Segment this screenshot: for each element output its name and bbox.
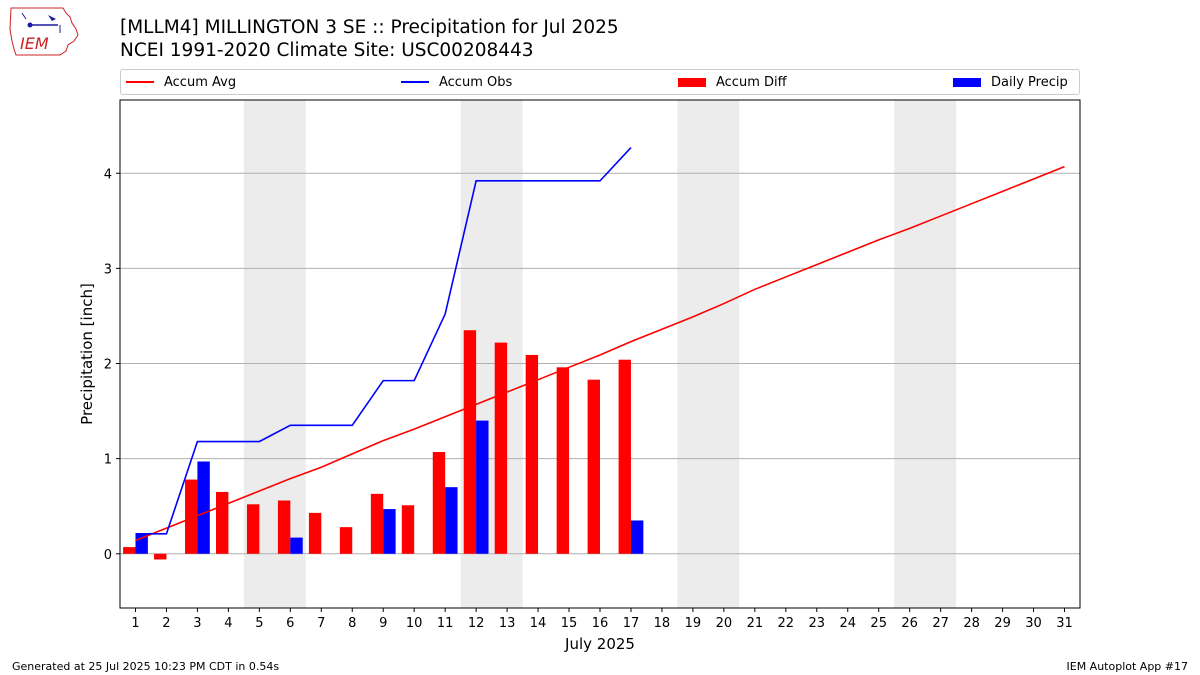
legend-item-accum-obs: Accum Obs bbox=[401, 70, 512, 94]
legend-swatch-accum-avg bbox=[126, 81, 154, 83]
chart-title: [MLLM4] MILLINGTON 3 SE :: Precipitation… bbox=[120, 17, 619, 38]
line-accum-obs bbox=[135, 147, 632, 535]
bar-accum-diff bbox=[432, 451, 446, 554]
x-tick-label: 4 bbox=[224, 616, 232, 631]
chart-subtitle: NCEI 1991-2020 Climate Site: USC00208443 bbox=[120, 40, 534, 61]
x-tick-label: 23 bbox=[809, 616, 826, 631]
bar-accum-diff bbox=[556, 367, 570, 554]
x-tick-label: 16 bbox=[592, 616, 609, 631]
x-tick-label: 24 bbox=[839, 616, 856, 631]
x-tick-label: 27 bbox=[932, 616, 949, 631]
bar-accum-diff bbox=[618, 359, 631, 554]
y-tick-label: 4 bbox=[104, 167, 112, 182]
legend-label-accum-diff: Accum Diff bbox=[716, 74, 787, 90]
x-tick-label: 5 bbox=[255, 616, 263, 631]
x-tick-label: 17 bbox=[623, 616, 640, 631]
x-tick-label: 15 bbox=[561, 616, 578, 631]
y-tick-label: 3 bbox=[104, 262, 112, 277]
x-tick-label: 8 bbox=[348, 616, 356, 631]
x-tick-label: 22 bbox=[778, 616, 795, 631]
line-accum-avg bbox=[135, 165, 1065, 542]
weekend-band bbox=[894, 100, 957, 608]
x-tick-label: 1 bbox=[131, 616, 139, 631]
legend-item-daily-precip: Daily Precip bbox=[953, 70, 1068, 94]
iem-logo: IEM bbox=[8, 5, 80, 63]
x-tick-label: 7 bbox=[317, 616, 325, 631]
x-tick-label: 11 bbox=[437, 616, 454, 631]
x-tick-label: 6 bbox=[286, 616, 294, 631]
y-tick-label: 0 bbox=[104, 548, 112, 563]
bar-accum-diff bbox=[154, 553, 167, 560]
y-axis-label: Precipitation [inch] bbox=[78, 283, 96, 425]
bar-daily-precip bbox=[197, 461, 210, 554]
bar-accum-diff bbox=[587, 379, 600, 554]
legend-item-accum-avg: Accum Avg bbox=[126, 70, 236, 94]
logo-text: IEM bbox=[20, 34, 49, 53]
x-tick-label: 18 bbox=[654, 616, 671, 631]
plot-frame bbox=[119, 99, 1081, 609]
weekend-band bbox=[677, 100, 740, 608]
bar-accum-diff bbox=[277, 500, 291, 554]
x-tick-label: 2 bbox=[162, 616, 170, 631]
weekend-band bbox=[243, 100, 306, 608]
x-axis-label: July 2025 bbox=[564, 635, 635, 653]
x-tick-label: 30 bbox=[1025, 616, 1042, 631]
weekend-band bbox=[460, 100, 523, 608]
gridlines bbox=[120, 172, 1080, 555]
x-tick-label: 20 bbox=[716, 616, 733, 631]
bar-daily-precip bbox=[290, 537, 303, 554]
bar-accum-diff bbox=[525, 354, 539, 554]
app-credit: IEM Autoplot App #17 bbox=[1066, 660, 1189, 673]
x-tick-label: 14 bbox=[530, 616, 547, 631]
bar-accum-diff bbox=[370, 493, 384, 554]
x-tick-label: 13 bbox=[499, 616, 516, 631]
legend-label-accum-obs: Accum Obs bbox=[439, 74, 513, 90]
x-axis-ticks: 1 2 3 4 5 6 7 8 9 10 11 12 13 14 15 16 17 18 19 20 21 22 23 24 2… bbox=[131, 608, 1073, 631]
bar-accum-diff bbox=[339, 527, 353, 554]
legend-swatch-daily-precip bbox=[953, 77, 981, 87]
bar-daily-precip bbox=[630, 520, 644, 554]
x-tick-label: 29 bbox=[994, 616, 1011, 631]
x-tick-label: 19 bbox=[685, 616, 702, 631]
x-tick-label: 9 bbox=[379, 616, 387, 631]
x-tick-label: 25 bbox=[870, 616, 887, 631]
x-tick-label: 10 bbox=[406, 616, 423, 631]
bar-accum-diff bbox=[185, 479, 198, 554]
x-tick-label: 28 bbox=[963, 616, 980, 631]
x-tick-label: 26 bbox=[901, 616, 918, 631]
bar-accum-diff bbox=[246, 504, 260, 554]
legend-label-daily-precip: Daily Precip bbox=[991, 74, 1068, 90]
x-tick-label: 31 bbox=[1056, 616, 1073, 631]
y-tick-label: 2 bbox=[104, 358, 112, 373]
legend-swatch-accum-diff bbox=[678, 77, 706, 87]
bar-daily-precip bbox=[476, 420, 489, 554]
bars bbox=[123, 330, 644, 560]
weekend-shading bbox=[243, 100, 957, 608]
bar-accum-diff bbox=[401, 505, 415, 554]
bar-daily-precip bbox=[383, 509, 396, 554]
bar-accum-diff bbox=[216, 491, 229, 554]
legend-swatch-accum-obs bbox=[401, 81, 429, 83]
y-tick-label: 1 bbox=[104, 453, 112, 468]
x-tick-label: 3 bbox=[193, 616, 201, 631]
y-axis-ticks: 0 1 2 3 4 bbox=[104, 167, 120, 563]
bar-accum-diff bbox=[494, 342, 508, 554]
bar-daily-precip bbox=[135, 533, 148, 554]
x-tick-label: 12 bbox=[468, 616, 485, 631]
series-lines bbox=[135, 147, 1065, 542]
legend-item-accum-diff: Accum Diff bbox=[678, 70, 787, 94]
x-tick-label: 21 bbox=[747, 616, 764, 631]
bar-daily-precip bbox=[445, 487, 458, 554]
legend-label-accum-avg: Accum Avg bbox=[164, 74, 237, 90]
bar-accum-diff bbox=[123, 547, 136, 554]
bar-accum-diff bbox=[463, 330, 477, 554]
generated-timestamp: Generated at 25 Jul 2025 10:23 PM CDT in… bbox=[12, 660, 280, 673]
chart-legend: Accum Avg Accum Obs Accum Diff Daily Pre… bbox=[120, 69, 1080, 95]
bar-accum-diff bbox=[308, 512, 322, 554]
